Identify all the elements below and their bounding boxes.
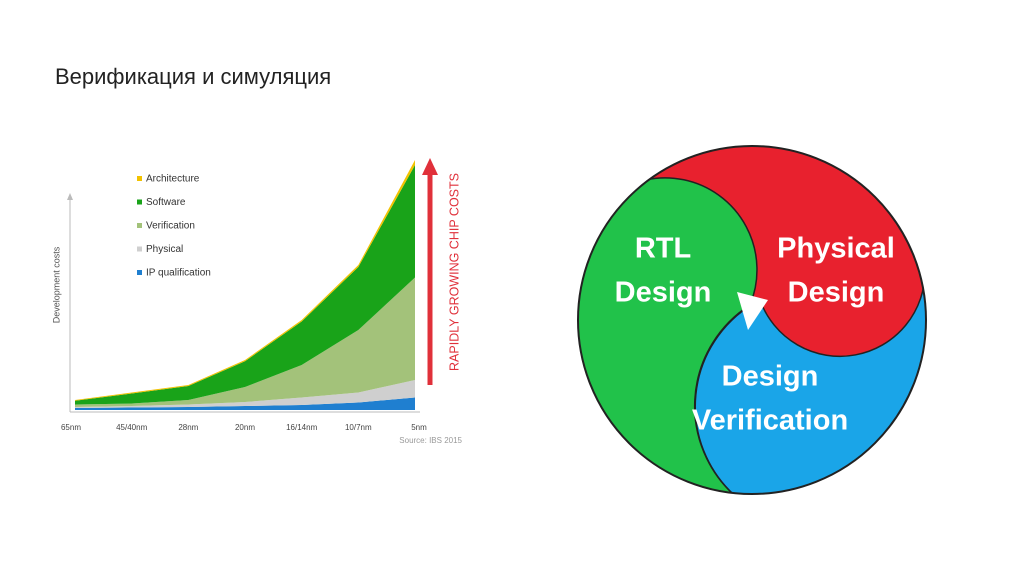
legend-label: IP qualification (146, 268, 211, 279)
legend-swatch (137, 199, 142, 205)
node-label: Design (722, 361, 819, 393)
x-tick-label: 28nm (178, 423, 198, 432)
area (75, 277, 415, 407)
legend-label: Architecture (146, 174, 200, 185)
plot-area (75, 160, 415, 410)
node-label: Design (615, 277, 712, 309)
slide-title: Верификация и симуляция (55, 64, 331, 89)
legend-swatch (137, 223, 142, 228)
center-gap (737, 292, 768, 330)
legend-label: Verification (146, 221, 195, 232)
y-axis-arrow (67, 193, 73, 200)
legend-swatch (137, 270, 142, 275)
cycle-diagram (578, 146, 926, 494)
legend-swatch (137, 176, 142, 181)
area (75, 380, 415, 408)
x-tick-label: 20nm (235, 423, 255, 432)
x-tick-label: 16/14nm (286, 423, 317, 432)
legend-swatch (137, 246, 142, 252)
area (75, 165, 415, 405)
legend-label: Physical (146, 244, 183, 255)
area (75, 397, 415, 410)
diagram-outline (577, 145, 927, 495)
node-label: Design (788, 277, 885, 309)
node-label: Verification (692, 405, 848, 437)
node-label: Physical (777, 233, 895, 265)
x-tick-label: 45/40nm (116, 423, 147, 432)
node-label: RTL (635, 233, 691, 265)
legend-label: Software (146, 197, 186, 208)
annotation-arrowhead (422, 158, 438, 175)
source: Source: IBS 2015 (399, 436, 462, 445)
x-tick-label: 65nm (61, 423, 81, 432)
y-axis-label: Development costs (51, 246, 61, 323)
x-tick-label: 5nm (411, 423, 427, 432)
x-tick-label: 10/7nm (345, 423, 372, 432)
annotation: RAPIDLY GROWING CHIP COSTS (447, 173, 461, 371)
